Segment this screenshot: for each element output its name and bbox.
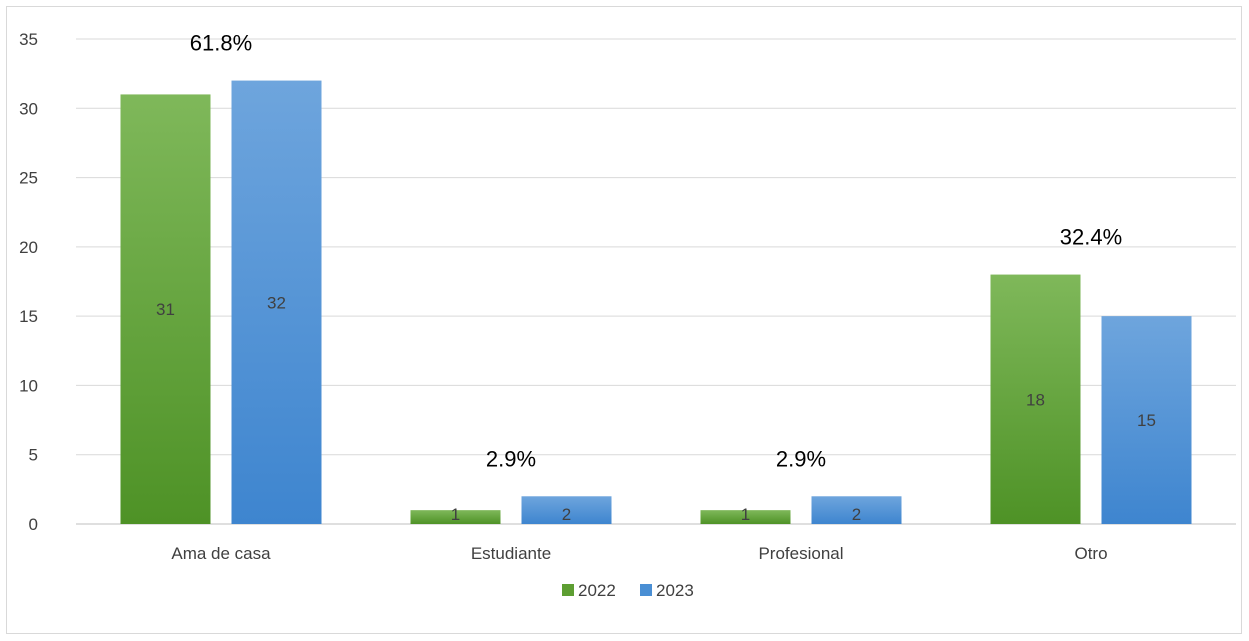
bars bbox=[120, 80, 1192, 525]
bar-value-label: 1 bbox=[741, 505, 750, 524]
x-tick-label: Ama de casa bbox=[171, 544, 271, 563]
bar-2023-2 bbox=[811, 496, 902, 524]
category-percent-label: 61.8% bbox=[190, 31, 252, 56]
chart-container: 0 5 10 15 20 25 30 35 31 32 61.8% 1 2 2.9% 1 2 2.9% 18 15… bbox=[6, 6, 1242, 634]
y-tick-label: 20 bbox=[19, 238, 38, 257]
bar-value-label: 32 bbox=[267, 293, 286, 312]
y-tick-label: 30 bbox=[19, 99, 38, 118]
y-axis-ticks: 0 5 10 15 20 25 30 35 bbox=[19, 30, 38, 534]
y-tick-label: 0 bbox=[29, 515, 38, 534]
data-labels: 31 32 61.8% 1 2 2.9% 1 2 2.9% 18 15 32.4% bbox=[156, 31, 1156, 524]
bar-value-label: 15 bbox=[1137, 411, 1156, 430]
category-percent-label: 2.9% bbox=[486, 446, 536, 471]
legend-label: 2022 bbox=[578, 581, 616, 600]
bar-2022-3 bbox=[990, 274, 1081, 524]
y-tick-label: 25 bbox=[19, 169, 38, 188]
x-tick-label: Profesional bbox=[758, 544, 843, 563]
bar-value-label: 18 bbox=[1026, 390, 1045, 409]
category-percent-label: 2.9% bbox=[776, 446, 826, 471]
legend-label: 2023 bbox=[656, 581, 694, 600]
bar-2023-3 bbox=[1101, 316, 1192, 524]
legend: 2022 2023 bbox=[562, 581, 694, 600]
x-axis-ticks: Ama de casa Estudiante Profesional Otro bbox=[171, 544, 1107, 563]
x-tick-label: Estudiante bbox=[471, 544, 551, 563]
bar-2022-1 bbox=[410, 510, 501, 524]
bar-value-label: 1 bbox=[451, 505, 460, 524]
bar-value-label: 2 bbox=[852, 505, 861, 524]
bar-2022-2 bbox=[700, 510, 791, 524]
bar-value-label: 31 bbox=[156, 300, 175, 319]
category-percent-label: 32.4% bbox=[1060, 225, 1122, 250]
x-tick-label: Otro bbox=[1074, 544, 1107, 563]
y-tick-label: 35 bbox=[19, 30, 38, 49]
legend-swatch bbox=[562, 584, 574, 596]
y-tick-label: 5 bbox=[29, 446, 38, 465]
bar-2023-1 bbox=[521, 496, 612, 524]
y-tick-label: 15 bbox=[19, 307, 38, 326]
bar-chart: 0 5 10 15 20 25 30 35 31 32 61.8% 1 2 2.9% 1 2 2.9% 18 15… bbox=[19, 30, 1236, 600]
bar-2022-0 bbox=[120, 94, 211, 524]
legend-swatch bbox=[640, 584, 652, 596]
y-tick-label: 10 bbox=[19, 376, 38, 395]
bar-2023-0 bbox=[231, 80, 322, 525]
bar-value-label: 2 bbox=[562, 505, 571, 524]
